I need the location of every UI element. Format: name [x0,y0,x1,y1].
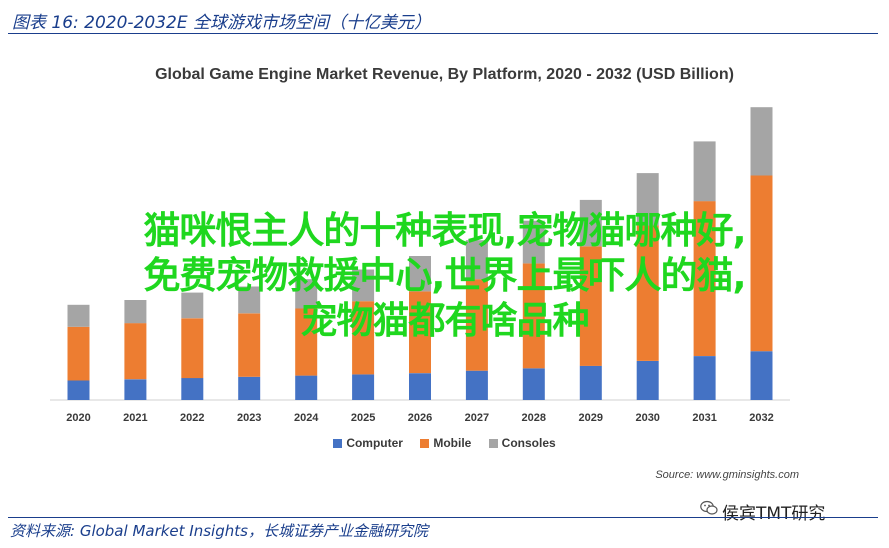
bar-mobile-2032 [750,175,773,352]
legend-item-consoles: Consoles [488,436,556,450]
bar-computer-2029 [579,365,602,400]
x-tick-label-2031: 2031 [692,412,716,424]
bar-consoles-2021 [124,300,147,324]
bar-mobile-2020 [67,326,90,381]
chart-title: Global Game Engine Market Revenue, By Pl… [155,66,734,83]
bar-consoles-2022 [181,292,204,319]
wechat-icon [700,500,718,515]
bar-computer-2024 [295,375,318,400]
bar-mobile-2021 [124,323,147,380]
legend-item-computer: Computer [333,436,403,450]
bar-mobile-2030 [636,225,659,361]
bar-computer-2026 [409,373,431,400]
legend-label-computer: Computer [346,436,403,450]
legend-swatch-computer [333,439,343,448]
bar-computer-2023 [238,376,261,400]
bar-mobile-2022 [181,318,204,379]
bar-consoles-2030 [636,173,659,226]
bar-computer-2025 [352,374,375,400]
x-tick-label-2032: 2032 [749,412,773,424]
bar-computer-2031 [693,356,716,400]
bar-consoles-2023 [238,286,261,314]
bar-mobile-2026 [409,291,431,374]
legend-label-mobile: Mobile [433,436,472,450]
x-tick-label-2028: 2028 [522,412,546,424]
overlay-line-1: 猫咪恨主人的十种表现,宠物猫哪种好, [143,209,746,252]
legend-label-consoles: Consoles [501,436,556,450]
bar-consoles-2027 [465,240,488,280]
x-tick-label-2022: 2022 [180,412,204,424]
x-tick-label-2029: 2029 [579,412,603,424]
bar-consoles-2032 [750,107,773,176]
overlay-text: 猫咪恨主人的十种表现,宠物猫哪种好, 免费宠物救援中心,世界上最吓人的猫, 宠物… [0,208,889,343]
bar-consoles-2031 [693,141,716,202]
bar-computer-2032 [750,351,773,400]
bar-consoles-2025 [352,269,375,302]
top-divider [8,33,878,34]
chart-legend: Computer Mobile Consoles [0,436,889,450]
x-tick-label-2023: 2023 [237,412,261,424]
bar-computer-2027 [465,370,488,400]
x-tick-label-2026: 2026 [408,412,432,424]
x-tick-label-2027: 2027 [465,412,489,424]
figure-header: 图表 16: 2020-2032E 全球游戏市场空间（十亿美元） [8,6,878,33]
x-tick-label-2021: 2021 [123,412,147,424]
bar-consoles-2029 [579,199,602,247]
bar-computer-2022 [181,378,204,400]
bar-computer-2030 [636,361,659,400]
bar-computer-2021 [124,379,147,400]
legend-swatch-consoles [488,439,498,448]
bar-mobile-2027 [465,279,488,371]
chart-source: Source: www.gminsights.com [655,469,799,481]
bar-consoles-2020 [67,304,90,327]
x-tick-label-2020: 2020 [66,412,90,424]
bar-mobile-2025 [352,301,375,375]
legend-item-mobile: Mobile [420,436,471,450]
bar-consoles-2026 [409,256,431,292]
overlay-line-3: 宠物猫都有啥品种 [300,299,590,342]
figure-footnote: 资料来源: Global Market Insights，长城证券产业金融研究院 [10,522,428,540]
figure-caption: 图表 16: 2020-2032E 全球游戏市场空间（十亿美元） [12,13,431,33]
bottom-divider [8,517,878,518]
bar-mobile-2023 [238,313,261,377]
bar-consoles-2024 [295,279,318,309]
bar-mobile-2024 [295,308,318,376]
wechat-account-name: 侯宾TMT研究 [722,504,826,524]
bar-mobile-2031 [693,201,716,356]
overlay-line-2: 免费宠物救援中心,世界上最吓人的猫, [143,254,746,297]
bar-computer-2020 [67,380,90,400]
bar-consoles-2028 [522,220,545,264]
bar-mobile-2028 [522,263,545,369]
x-tick-label-2030: 2030 [635,412,659,424]
bar-computer-2028 [522,368,545,400]
legend-swatch-mobile [420,439,430,448]
bar-mobile-2029 [579,246,602,366]
x-tick-label-2024: 2024 [294,412,319,424]
x-tick-label-2025: 2025 [351,412,375,424]
